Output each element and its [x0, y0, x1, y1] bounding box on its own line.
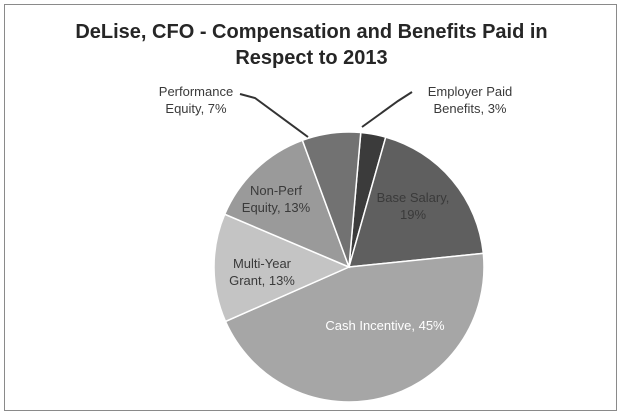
slice-label-line: Non-Perf [250, 183, 302, 198]
slice-label-line: Benefits, 3% [434, 101, 507, 116]
slice-label-line: Multi-Year [233, 256, 292, 271]
pie-slice [213, 213, 351, 323]
pie-slice [301, 131, 362, 268]
chart-title: DeLise, CFO - Compensation and Benefits … [5, 19, 618, 71]
slice-label-line: Grant, 13% [229, 273, 295, 288]
slice-label: Cash Incentive, 45% [325, 318, 445, 333]
pie-slice [224, 252, 485, 403]
slice-label: Non-Perf Equity, 13% [242, 183, 311, 215]
slice-label-line: 19% [400, 207, 426, 222]
pie-slice [223, 139, 351, 269]
slice-label: Performance Equity, 7% [159, 84, 233, 116]
leader-line [361, 91, 413, 128]
chart-title-line-1: DeLise, CFO - Compensation and Benefits … [75, 21, 548, 43]
slice-label-line: Equity, 7% [165, 101, 227, 116]
slice-label-line: Cash Incentive, 45% [325, 318, 445, 333]
leader-line [239, 93, 309, 138]
pie-slice [347, 136, 485, 268]
slice-label: Multi-Year Grant, 13% [229, 256, 295, 288]
slice-label-line: Performance [159, 84, 233, 99]
chart-title-line-2: Respect to 2013 [235, 47, 388, 69]
slice-label: Base Salary, 19% [377, 190, 450, 222]
slice-label-line: Base Salary, [377, 190, 450, 205]
slice-label-line: Equity, 13% [242, 200, 311, 215]
slice-label: Employer Paid Benefits, 3% [428, 84, 513, 116]
slice-label-line: Employer Paid [428, 84, 513, 99]
